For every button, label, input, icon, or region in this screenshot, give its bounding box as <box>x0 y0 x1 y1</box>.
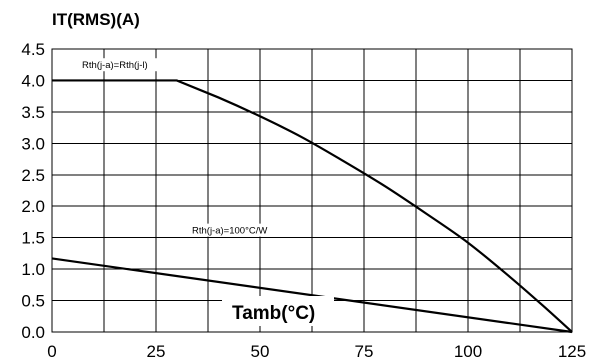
series-line-0 <box>52 79 573 333</box>
plot-frame <box>51 48 573 333</box>
series-label-0: Rth(j-a)=Rth(j-l) <box>82 60 148 71</box>
x-tick-125: 125 <box>558 342 586 361</box>
y-tick-1.0: 1.0 <box>21 260 45 279</box>
y-tick-4.5: 4.5 <box>21 40 45 59</box>
grid-lines <box>51 48 573 333</box>
x-axis-label-box <box>222 296 334 326</box>
x-tick-labels: 0 25 50 75 100 125 <box>47 342 586 361</box>
y-tick-0.5: 0.5 <box>21 292 45 311</box>
y-tick-2.0: 2.0 <box>21 197 45 216</box>
y-tick-0.0: 0.0 <box>21 323 45 342</box>
series-annotations: Rth(j-a)=Rth(j-l) Rth(j-a)=100°C/W <box>77 58 307 237</box>
x-tick-100: 100 <box>454 342 482 361</box>
y-tick-2.5: 2.5 <box>21 166 45 185</box>
y-tick-3.0: 3.0 <box>21 134 45 153</box>
y-tick-labels: 0.0 0.5 1.0 1.5 2.0 2.5 3.0 3.5 4.0 4.5 <box>21 40 45 342</box>
x-axis-label: Tamb(°C) <box>232 303 315 324</box>
x-tick-50: 50 <box>251 342 270 361</box>
x-tick-25: 25 <box>147 342 166 361</box>
y-tick-4.0: 4.0 <box>21 71 45 90</box>
series-label-bg-1 <box>187 223 307 237</box>
x-tick-75: 75 <box>355 342 374 361</box>
y-axis-label: IT(RMS)(A) <box>52 10 140 29</box>
series-label-bg-0 <box>77 58 204 72</box>
x-tick-0: 0 <box>47 342 56 361</box>
y-tick-3.5: 3.5 <box>21 103 45 122</box>
series-curves <box>51 79 573 334</box>
series-label-1: Rth(j-a)=100°C/W <box>192 226 267 237</box>
y-tick-1.5: 1.5 <box>21 229 45 248</box>
series-line-1 <box>51 257 573 334</box>
